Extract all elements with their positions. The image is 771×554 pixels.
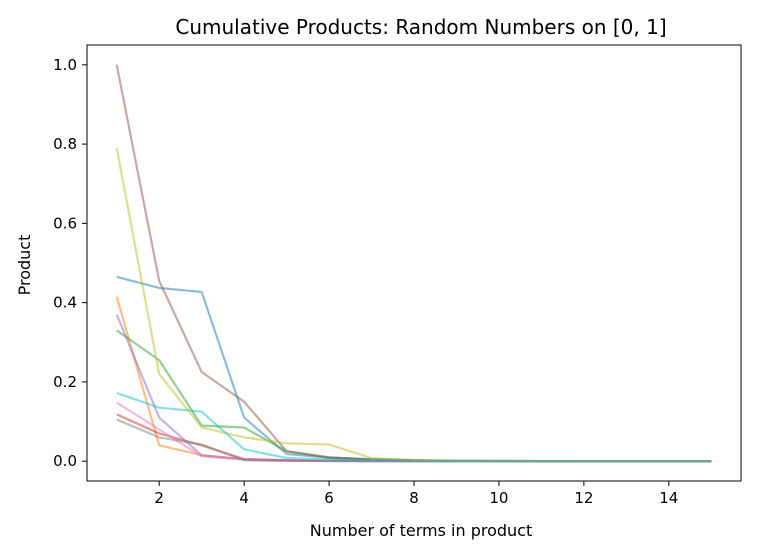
x-axis-ticks: 2 4 6 8 10 12 14 <box>154 481 678 507</box>
y-tick-label: 0.8 <box>53 135 77 153</box>
y-tick-label: 0.4 <box>53 294 77 312</box>
series-lines <box>115 64 712 463</box>
y-tick-label: 1.0 <box>53 56 77 74</box>
y-tick-label: 0.6 <box>53 214 77 232</box>
y-axis-label: Product <box>15 235 34 296</box>
plot-frame <box>86 44 742 482</box>
series-line-10 <box>116 391 712 463</box>
y-axis-ticks: 0.0 0.2 0.4 0.6 0.8 1.0 <box>53 56 87 470</box>
y-tick-label: 0.0 <box>53 452 77 470</box>
y-tick-label: 0.2 <box>53 373 77 391</box>
chart-title: Cumulative Products: Random Numbers on [… <box>175 15 666 39</box>
x-tick-label: 12 <box>574 489 593 507</box>
x-tick-label: 6 <box>324 489 334 507</box>
x-tick-label: 8 <box>409 489 419 507</box>
x-tick-label: 4 <box>239 489 249 507</box>
x-tick-label: 2 <box>154 489 164 507</box>
x-axis-label: Number of terms in product <box>310 521 533 540</box>
x-tick-label: 10 <box>489 489 508 507</box>
x-tick-label: 14 <box>659 489 678 507</box>
